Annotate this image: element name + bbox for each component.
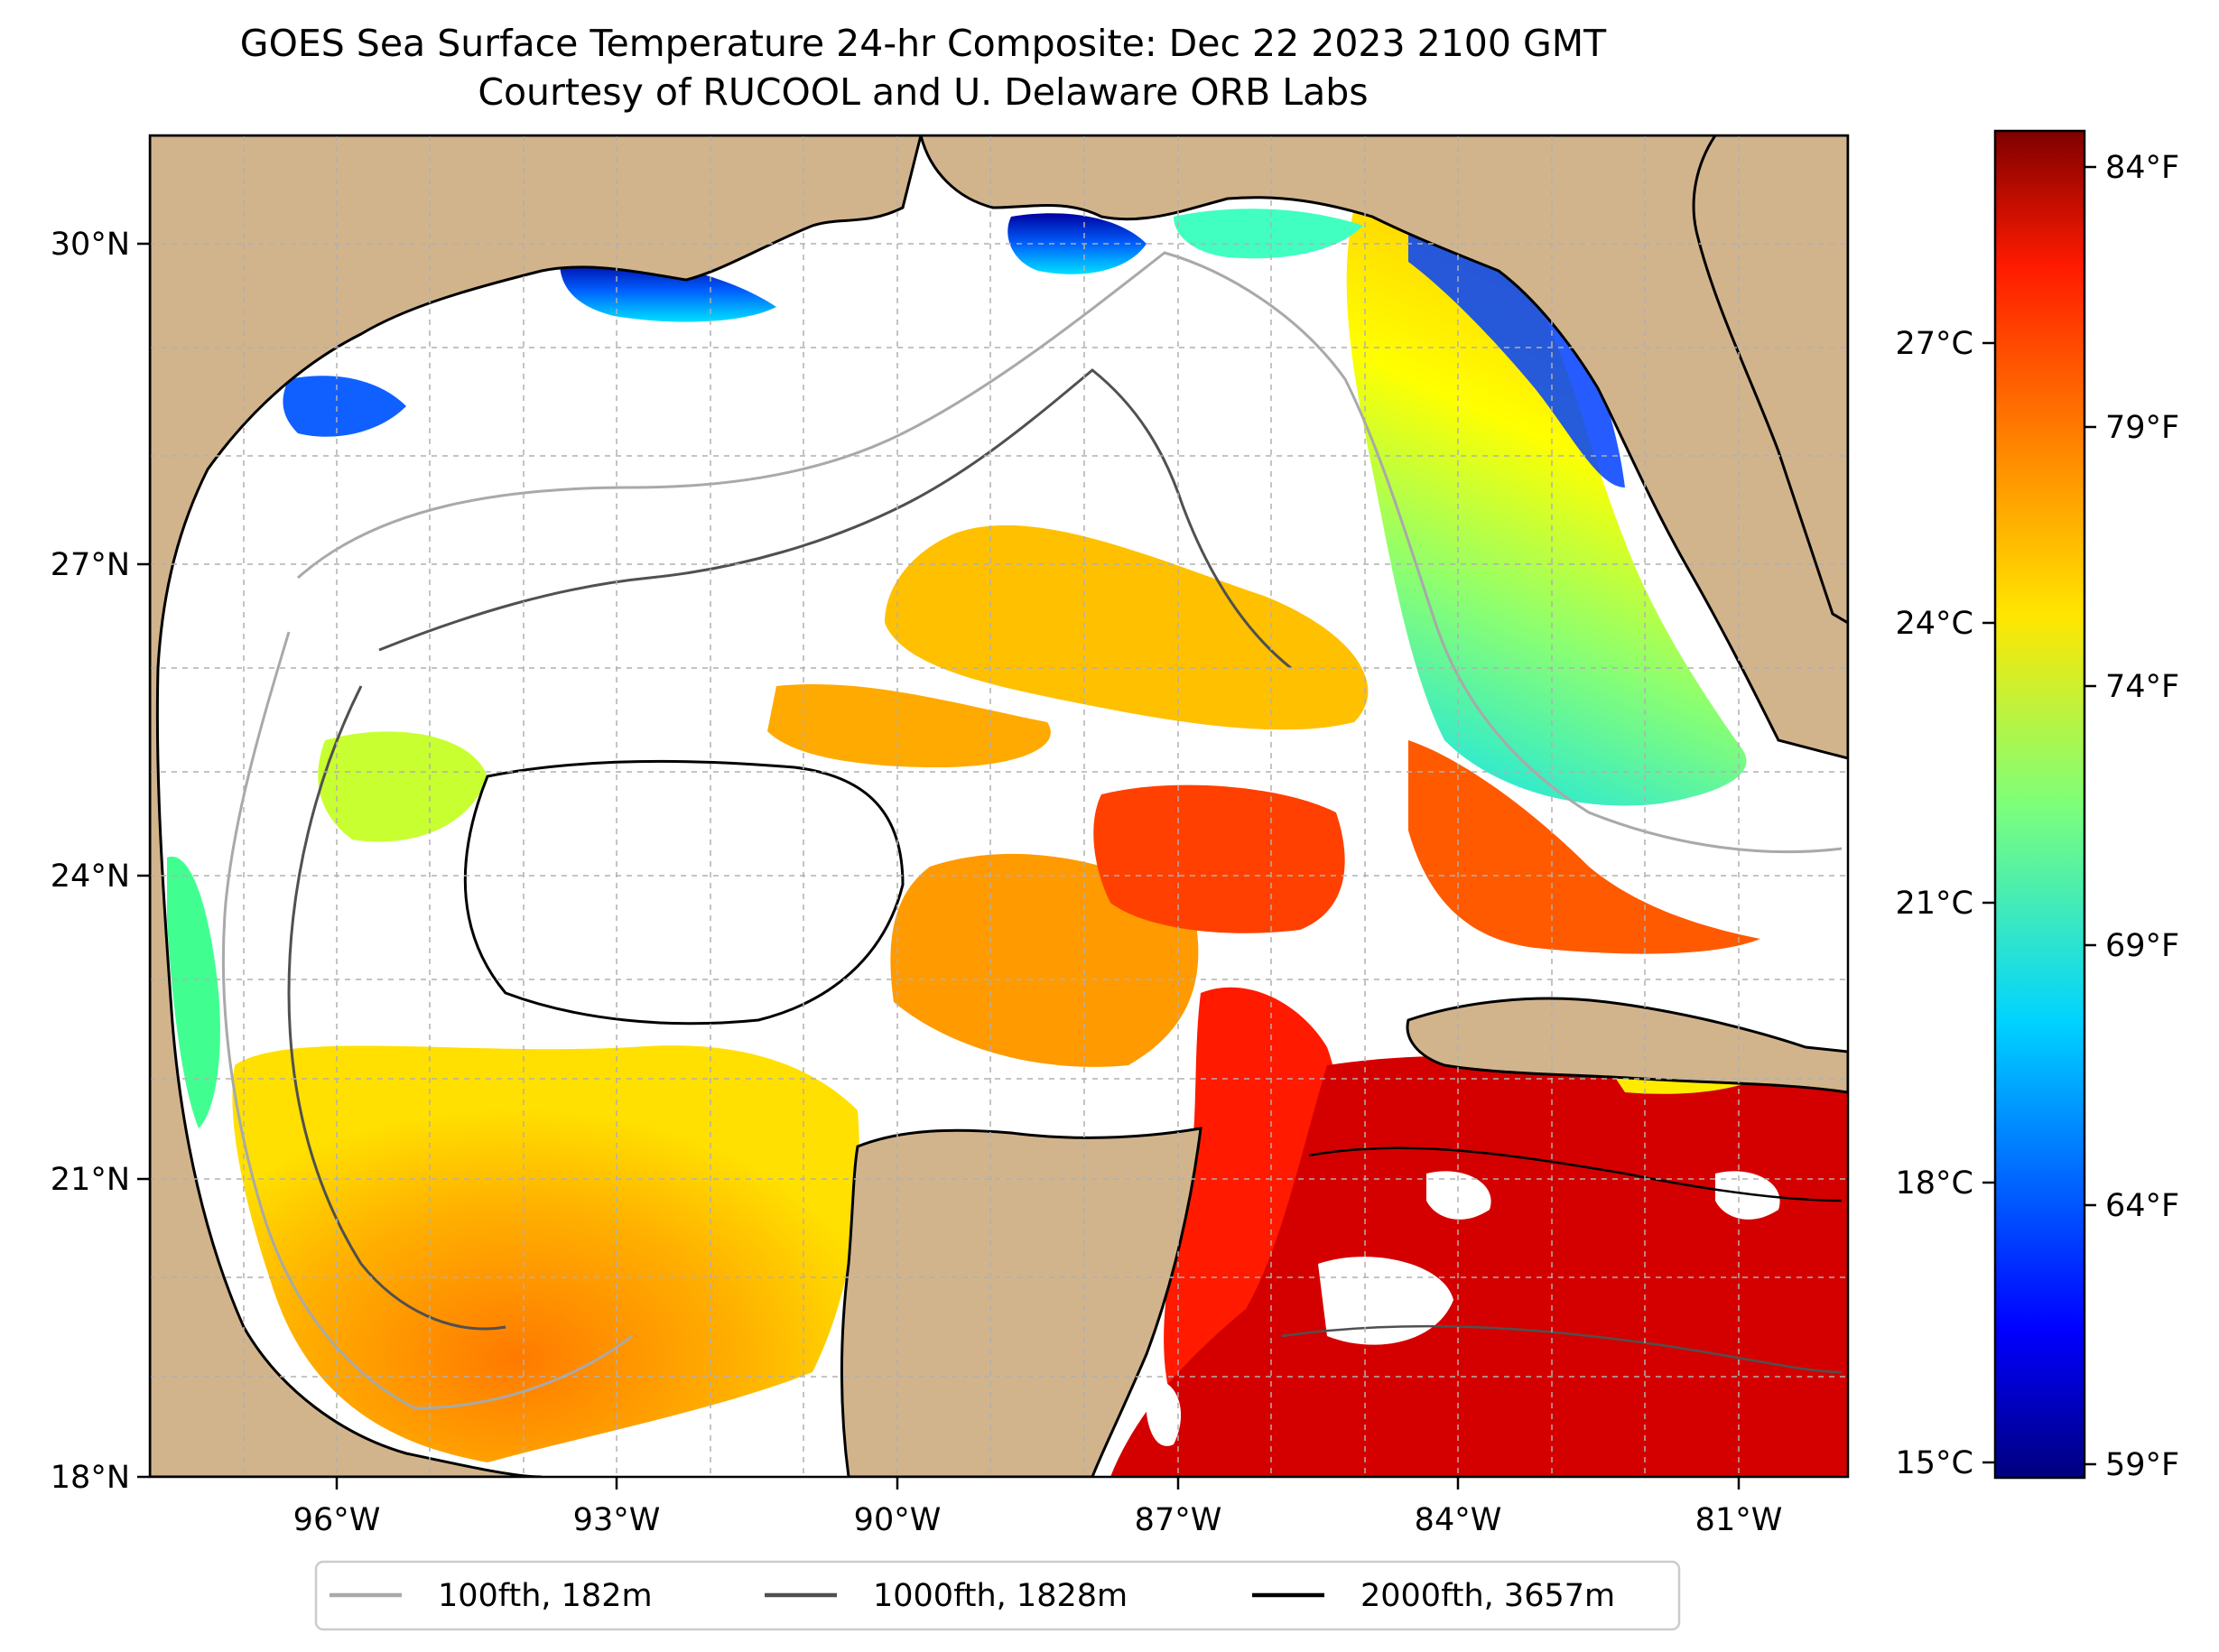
legend-label: 1000fth, 1828m [873,1578,1128,1614]
cloud-gap [1426,1171,1491,1220]
sst-region-north-central [885,524,1369,730]
contour-2000fth [463,759,905,1026]
colorbar-c-label: 15°C [1896,1445,1973,1481]
sst-region-west-coast [167,856,220,1128]
land-north-florida [919,135,1848,760]
sst-region-north-shelf [1174,209,1363,259]
sst-region-caribbean [1110,1055,1848,1477]
sst-region-texas-louisiana-cold [560,259,776,322]
lat-axis: 30°N 27°N 24°N 21°N 18°N [51,227,150,1496]
colorbar-c-label: 24°C [1896,606,1973,642]
lon-tick-label: 87°W [1135,1502,1222,1538]
land-layer [150,135,1848,1477]
lat-tick-label: 30°N [51,227,130,263]
colorbar-c-label: 21°C [1896,886,1973,922]
contour-100fth [221,631,633,1410]
sst-region-southwest-gulf [232,1045,859,1462]
contour-1000fth [1281,1324,1843,1374]
contour-legend: 100fth, 182m 1000fth, 1828m 2000fth, 365… [314,1560,1681,1631]
sst-region-eastern-shelf [1346,208,1747,806]
colorbar-f-label: 69°F [2105,928,2179,964]
contour-1000fth [287,685,506,1331]
lon-axis: 96°W 93°W 90°W 87°W 84°W 81°W [293,1477,1783,1538]
sst-region-yucatan-channel [1164,987,1338,1408]
legend-label: 2000fth, 3657m [1360,1578,1615,1614]
map-frame [148,134,1850,1479]
cloud-gap [1146,1379,1182,1446]
cloud-gap [1715,1171,1780,1220]
lon-tick-label: 81°W [1695,1502,1783,1538]
colorbar-f-label: 74°F [2105,669,2179,705]
sst-region-loop-current [1093,784,1345,933]
sst-region-big-bend-cold [1408,226,1625,487]
lon-tick-label: 90°W [854,1502,942,1538]
colorbar-f-label: 59°F [2105,1447,2179,1483]
lat-tick-label: 18°N [51,1460,130,1496]
land-texas-mexico [150,135,923,1477]
colorbar-c-label: 27°C [1896,326,1973,362]
bathymetry-contours [221,251,1843,1410]
legend-box [314,1560,1681,1631]
cloud-gap [1318,1257,1453,1345]
lon-tick-label: 96°W [293,1502,381,1538]
contour-1000fth [378,368,1292,670]
lat-tick-label: 27°N [51,547,130,583]
lon-tick-label: 84°W [1415,1502,1502,1538]
lon-tick-label: 93°W [573,1502,661,1538]
sst-region-texas-coast-cold [283,376,406,437]
land-yucatan [840,1127,1202,1477]
graticule [150,135,1848,1477]
colorbar-f-label: 64°F [2105,1188,2179,1224]
contour-100fth [297,251,1843,854]
sst-region-east-warm [1408,740,1760,954]
sst-data-layer [167,141,1848,1477]
lat-tick-label: 24°N [51,858,130,895]
colorbar-f-label: 84°F [2105,150,2179,186]
colorbar-gradient [1993,129,2086,1480]
sst-region-mississippi-cold [1007,213,1147,274]
colorbar-c-label: 18°C [1896,1165,1973,1202]
lat-tick-label: 21°N [51,1162,130,1198]
map-subtitle: Courtesy of RUCOOL and U. Delaware ORB L… [478,70,1369,114]
legend-label: 100fth, 182m [438,1578,653,1614]
contour-2000fth [1308,1146,1843,1202]
colorbar: 84°F 79°F 74°F 69°F 64°F 59°F 27°C 24°C … [1896,129,2179,1483]
sst-region-west-patch [318,731,487,842]
land-cuba [1406,997,1848,1094]
sst-region-mid-west [767,684,1051,767]
colorbar-f-label: 79°F [2105,410,2179,446]
map-plot-area [150,135,1848,1477]
map-title: GOES Sea Surface Temperature 24-hr Compo… [239,22,1607,65]
